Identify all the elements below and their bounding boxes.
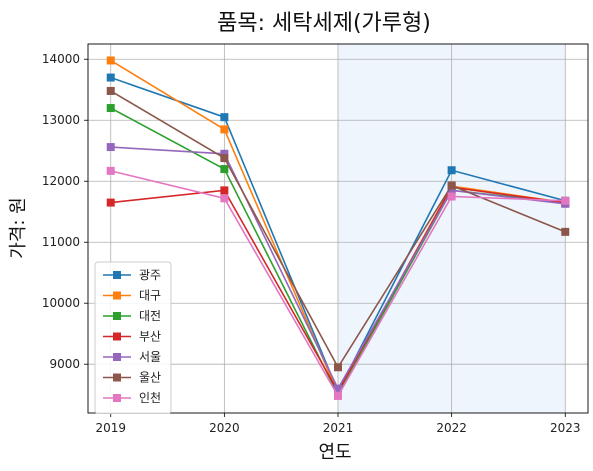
- legend-label: 대전: [139, 309, 161, 323]
- y-tick-label: 11000: [42, 235, 80, 249]
- data-point: [220, 125, 229, 134]
- y-tick-label: 9000: [49, 357, 80, 371]
- x-tick-label: 2020: [209, 421, 240, 435]
- plot-area: 2019 2020 2021 2022 2023 9000 10000 11000 12000 1…: [42, 43, 589, 435]
- data-point: [106, 86, 115, 95]
- legend-marker: [113, 291, 121, 300]
- series-인천: [106, 166, 570, 400]
- legend-marker: [113, 394, 121, 402]
- data-point: [220, 194, 229, 203]
- data-point: [220, 165, 229, 174]
- legend-marker: [113, 312, 121, 320]
- data-point: [106, 166, 115, 175]
- legend-label: 울산: [139, 371, 161, 385]
- y-tick-label: 13000: [42, 113, 80, 127]
- data-point: [447, 166, 456, 175]
- data-point: [334, 384, 342, 393]
- data-point: [106, 56, 115, 65]
- legend-label: 부산: [139, 330, 161, 344]
- series-울산: [106, 86, 570, 372]
- x-axis-label: 연도: [318, 442, 351, 463]
- y-axis-label: 가격: 원: [8, 197, 29, 258]
- legend-marker: [113, 271, 121, 279]
- y-tick-label: 14000: [42, 52, 80, 66]
- data-point: [220, 113, 229, 122]
- legend-label: 대구: [139, 289, 161, 303]
- data-point: [447, 181, 456, 190]
- legend-label: 인천: [139, 390, 161, 405]
- data-point: [334, 391, 342, 400]
- data-point: [447, 186, 456, 195]
- data-point: [220, 154, 229, 163]
- y-tick-label: 10000: [42, 296, 80, 310]
- data-point: [447, 192, 456, 201]
- data-point: [106, 73, 115, 82]
- x-tick-label: 2021: [323, 421, 354, 435]
- data-point: [334, 363, 342, 372]
- data-point: [220, 186, 229, 195]
- legend-marker: [113, 373, 121, 382]
- data-point: [106, 198, 115, 207]
- data-point: [220, 149, 229, 158]
- data-point: [561, 227, 570, 236]
- legend-label: 서울: [139, 350, 161, 364]
- axes-frame: [87, 43, 589, 414]
- x-tick-label: 2019: [95, 421, 126, 435]
- data-point: [106, 143, 115, 152]
- legend-marker: [113, 353, 121, 361]
- data-point: [106, 104, 115, 113]
- chart-title: 품목: 세탁세제(가루형): [217, 11, 431, 36]
- legend-label: 광주: [139, 268, 161, 282]
- x-tick-label: 2023: [550, 421, 581, 435]
- x-tick-label: 2022: [436, 421, 467, 435]
- y-tick-label: 12000: [42, 174, 80, 188]
- data-point: [561, 196, 570, 205]
- legend-marker: [113, 332, 121, 341]
